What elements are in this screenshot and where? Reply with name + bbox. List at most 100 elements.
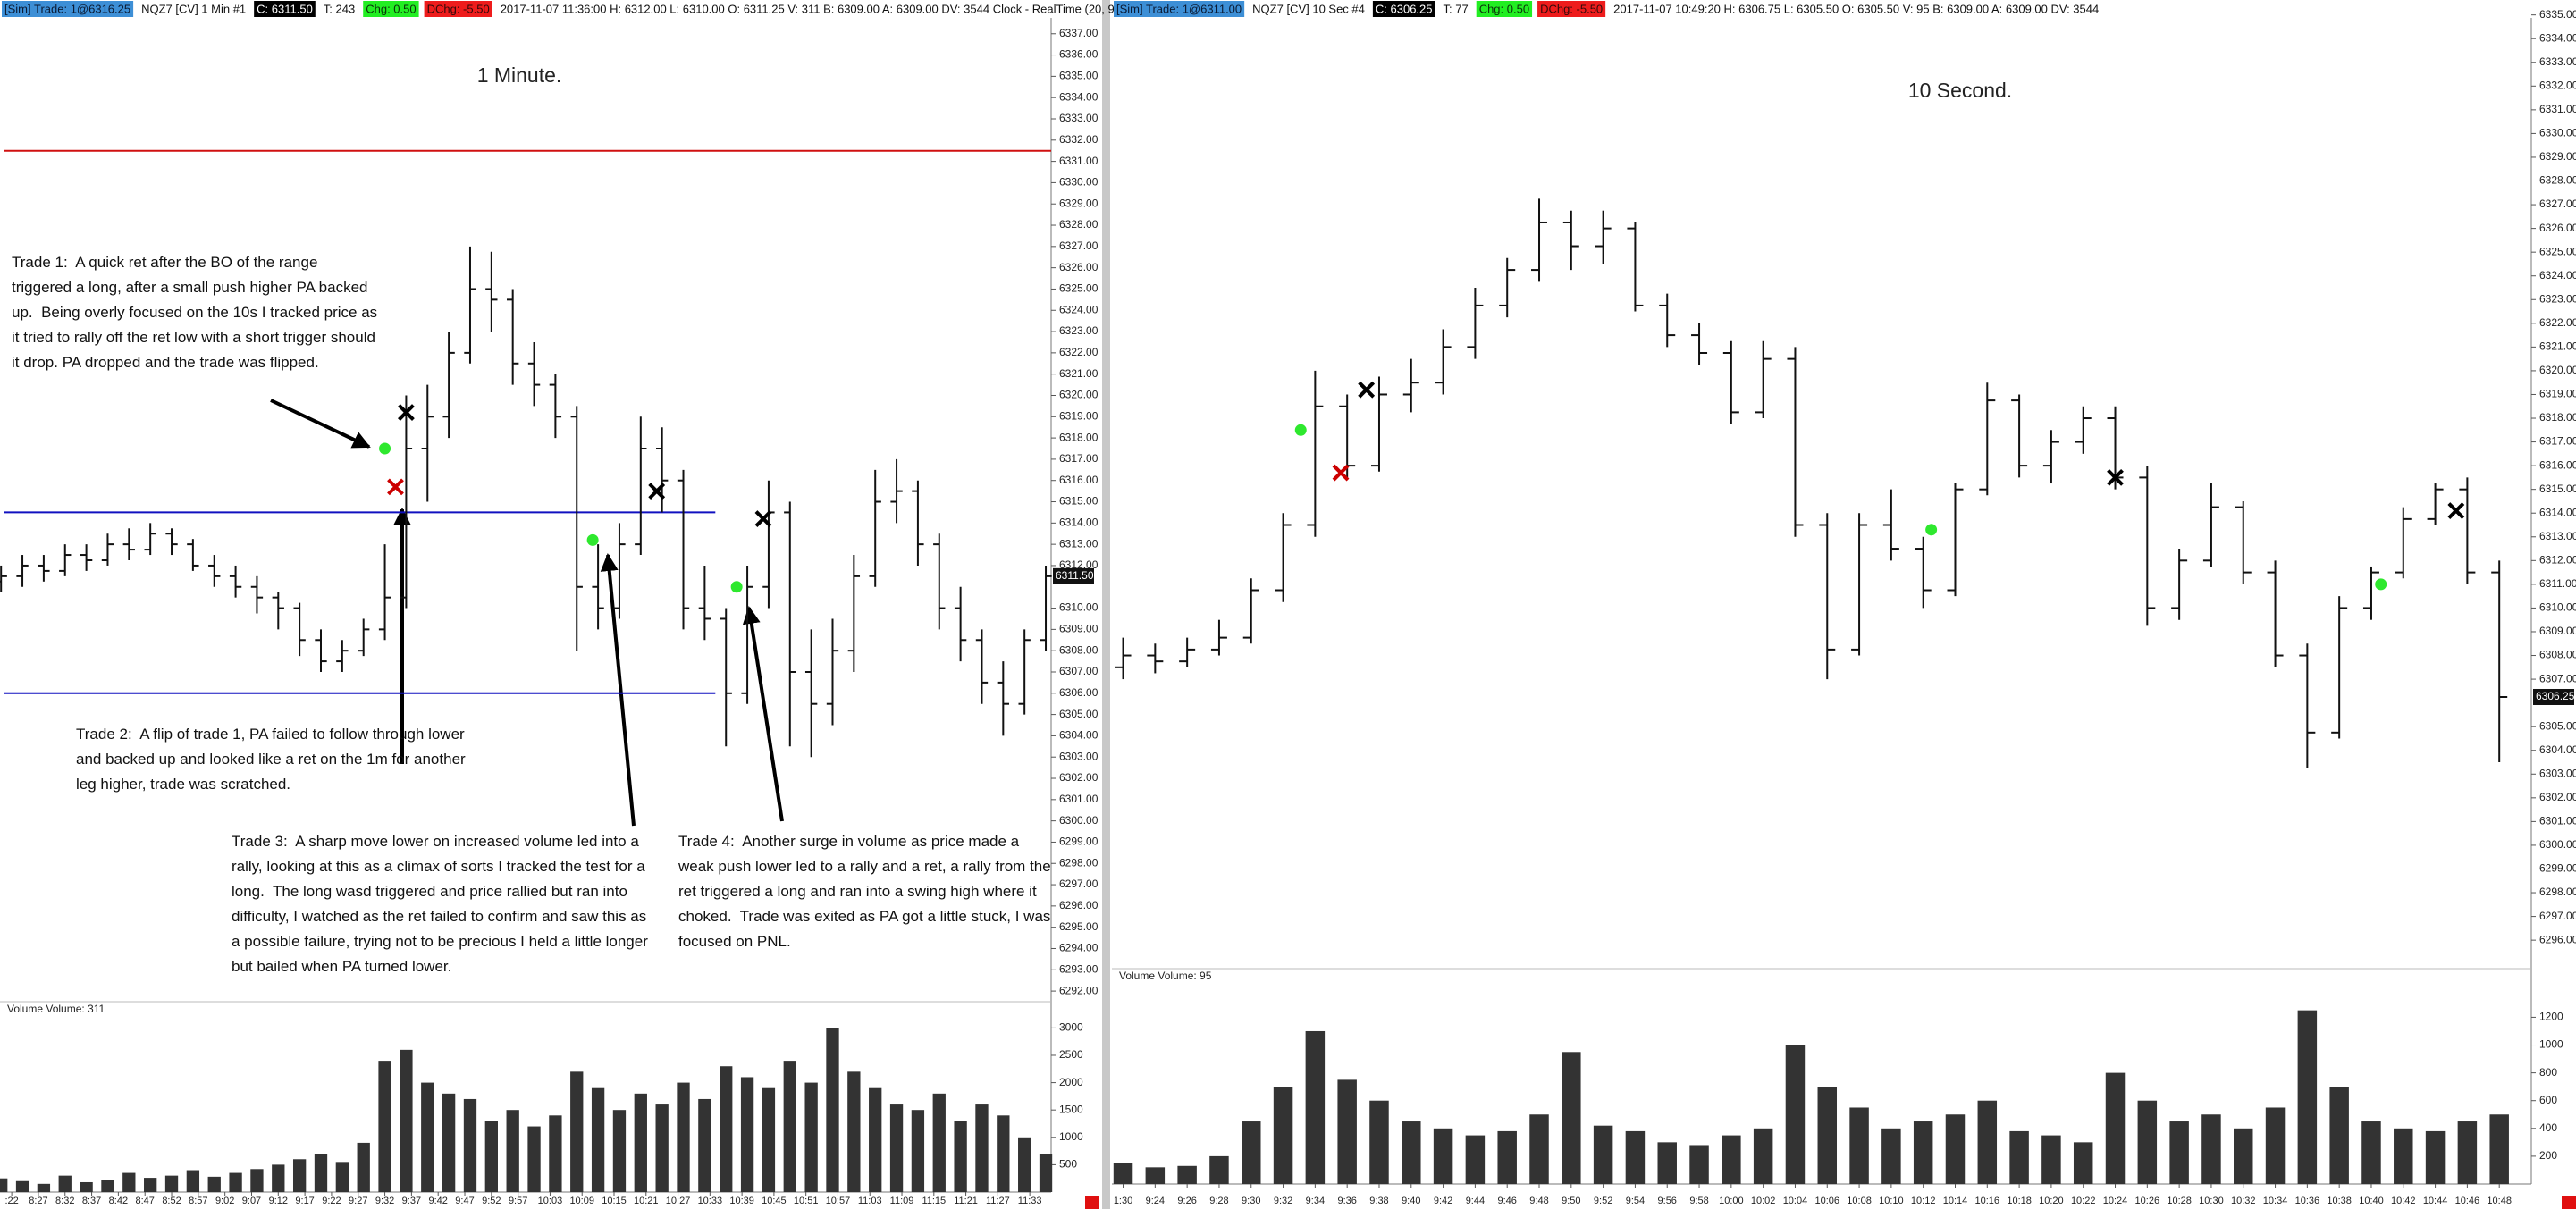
y-tick-label: 6307.00: [1059, 665, 1099, 677]
y-tick-label: 6302.00: [2539, 791, 2576, 803]
x-tick-label: 11:21: [954, 1196, 978, 1206]
x-tick-label: 10:03: [538, 1196, 563, 1206]
y-tick-label: 6310.00: [2539, 601, 2576, 614]
y-tick-label: 6297.00: [2539, 910, 2576, 922]
y-tick-label: 6299.00: [1059, 835, 1099, 848]
y-tick-label: 6314.00: [1059, 516, 1099, 529]
x-tick-label: 10:44: [2423, 1196, 2448, 1206]
x-tick-label: 9:07: [242, 1196, 261, 1206]
volume-bar: [144, 1178, 157, 1192]
trade-note: Trade 4: Another surge in volume as pric…: [678, 833, 1056, 950]
y-tick-label: 6330.00: [2539, 127, 2576, 139]
volume-bar: [207, 1176, 221, 1192]
y-tick-label: 6328.00: [1059, 218, 1099, 231]
volume-bar: [1145, 1167, 1166, 1184]
volume-bar: [400, 1049, 413, 1192]
volume-bar: [250, 1169, 264, 1192]
x-tick-label: 9:50: [1562, 1196, 1580, 1206]
y-tick-label: 6312.00: [1059, 558, 1099, 571]
y-tick-label: 6315.00: [1059, 495, 1099, 508]
x-tick-label: 10:00: [1719, 1196, 1744, 1206]
y-tick-label: 6306.00: [1059, 686, 1099, 699]
volume-bar: [1849, 1107, 1869, 1184]
x-tick-label: 10:27: [666, 1196, 691, 1206]
volume-bar: [272, 1164, 285, 1192]
x-tick-label: 10:16: [1975, 1196, 2000, 1206]
volume-bar: [122, 1172, 136, 1192]
volume-bar: [378, 1061, 391, 1192]
x-tick-label: 9:22: [322, 1196, 341, 1206]
x-tick-label: 10:18: [2007, 1196, 2032, 1206]
y-tick-label: 6315.00: [2539, 483, 2576, 495]
x-tick-label: 9:34: [1306, 1196, 1325, 1206]
y-tick-label: 6321.00: [2539, 340, 2576, 353]
volume-bar: [591, 1087, 605, 1192]
y-tick-label: 6335.00: [2539, 8, 2576, 21]
x-tick-label: 9:56: [1658, 1196, 1677, 1206]
x-tick-label: 10:14: [1943, 1196, 1968, 1206]
x-tick-label: 10:21: [634, 1196, 659, 1206]
y-tick-label: 6337.00: [1059, 27, 1099, 39]
x-tick-label: 10:15: [602, 1196, 627, 1206]
volume-bar: [229, 1172, 242, 1192]
volume-tick-label: 1200: [2539, 1011, 2563, 1023]
last-price-label: 6311.50: [1056, 569, 1094, 582]
volume-bar: [2457, 1121, 2478, 1184]
header-text: T: 77: [1444, 2, 1469, 15]
y-tick-label: 6299.00: [2539, 862, 2576, 875]
y-tick-label: 6294.00: [1059, 942, 1099, 954]
x-tick-label: 8:42: [109, 1196, 128, 1206]
y-tick-label: 6334.00: [1059, 90, 1099, 103]
y-tick-label: 6332.00: [2539, 79, 2576, 91]
y-tick-label: 6324.00: [2539, 269, 2576, 281]
header-box: [1372, 1, 1435, 17]
volume-bar: [1625, 1130, 1646, 1184]
volume-bar: [2394, 1128, 2413, 1184]
header-text: DChg: -5.50: [1540, 2, 1603, 15]
y-tick-label: 6302.00: [1059, 771, 1099, 784]
y-tick-label: 6327.00: [1059, 239, 1099, 252]
volume-bar: [1689, 1145, 1709, 1184]
y-tick-label: 6301.00: [2539, 815, 2576, 827]
entry-marker: [730, 581, 743, 593]
exit-marker: [754, 510, 772, 527]
volume-bar: [1273, 1087, 1293, 1184]
volume-bar: [1337, 1079, 1357, 1184]
volume-bar: [2009, 1130, 2029, 1184]
y-tick-label: 6295.00: [1059, 920, 1099, 933]
y-tick-label: 6298.00: [2539, 886, 2576, 898]
y-tick-label: 6333.00: [1059, 112, 1099, 124]
y-tick-label: 6326.00: [1059, 261, 1099, 273]
volume-bar: [2265, 1107, 2286, 1184]
volume-bar: [1305, 1030, 1326, 1184]
volume-bar: [1753, 1128, 1773, 1184]
x-tick-label: 8:52: [162, 1196, 181, 1206]
y-tick-label: 6323.00: [2539, 292, 2576, 305]
y-tick-label: 6312.00: [2539, 553, 2576, 566]
x-tick-label: 10:36: [2295, 1196, 2320, 1206]
volume-bar: [997, 1115, 1010, 1192]
corner-indicator: [1085, 1196, 1099, 1209]
volume-bar: [911, 1110, 925, 1192]
volume-bar: [2329, 1087, 2349, 1184]
arrows: [270, 399, 784, 827]
volume-bar: [1209, 1155, 1229, 1184]
volume-bar: [698, 1098, 711, 1192]
volume-bar: [1177, 1165, 1197, 1184]
x-tick-label: 10:48: [2487, 1196, 2512, 1206]
x-tick-label: 8:27: [29, 1196, 47, 1206]
x-tick-label: 9:24: [1146, 1196, 1165, 1206]
volume-bar: [0, 1178, 8, 1192]
y-tick-label: 6305.00: [2539, 719, 2576, 732]
y-tick-label: 6307.00: [2539, 672, 2576, 684]
x-tick-label: 11:15: [922, 1196, 946, 1206]
x-tick-label: 9:37: [402, 1196, 421, 1206]
header-text: NQZ7 [CV] 1 Min #1: [141, 2, 246, 15]
volume-bar: [2105, 1072, 2126, 1184]
x-tick-label: 10:28: [2167, 1196, 2192, 1206]
exit-marker: [2107, 468, 2124, 486]
volume-bar: [1433, 1128, 1453, 1184]
x-tick-label: 8:47: [135, 1196, 154, 1206]
volume-tick-label: 1500: [1059, 1103, 1083, 1115]
